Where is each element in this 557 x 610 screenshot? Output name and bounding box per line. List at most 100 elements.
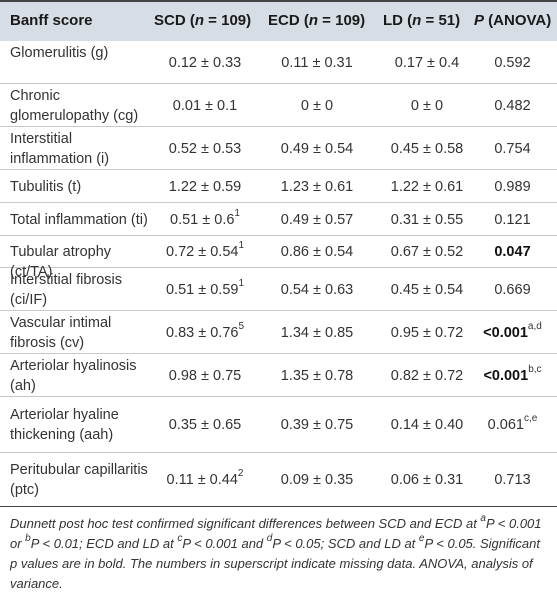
cell-scd: 0.01 ± 0.1 [150, 96, 260, 116]
table-row: Tubulitis (t) 1.22 ± 0.59 1.23 ± 0.61 1.22 … [0, 170, 557, 203]
row-label: Chronic glomerulopathy (cg) [10, 88, 139, 124]
cell-scd-value: 0.01 ± 0.1 [172, 98, 238, 114]
significance-superscript: b,c [528, 364, 542, 376]
table-row: Vascular intimal fibrosis (cv) 0.83 ± 0.7… [0, 311, 557, 354]
cell-scd-value: 0.12 ± 0.33 [168, 55, 242, 71]
row-label: Total inflammation (ti) [10, 212, 148, 228]
missing-data-superscript: 1 [238, 278, 245, 290]
table-row: Arteriolar hyaline thickening (aah) 0.35 … [0, 397, 557, 453]
missing-data-superscript: 1 [234, 208, 240, 220]
significance-superscript: c,e [523, 413, 538, 425]
row-label: Peritubular capillaritis (ptc) [10, 462, 148, 498]
cell-scd-value: 0.51 ± 0.6 [170, 212, 235, 228]
cell-scd-value: 0.72 ± 0.54 [165, 244, 239, 260]
cell-ld: 0 ± 0 [410, 98, 444, 114]
cell-scd: 0.98 ± 0.75 [150, 366, 260, 386]
table-row: Arteriolar hyalinosis (ah) 0.98 ± 0.75 1.3… [0, 354, 557, 397]
cell-scd-value: 0.35 ± 0.65 [168, 417, 242, 433]
row-label: Interstitial inflammation (i) [10, 131, 110, 167]
table-row: Tubular atrophy (ct/TA) 0.72 ± 0.541 0.86 … [0, 236, 557, 280]
p-value-text: 0.121 [494, 212, 531, 228]
cell-scd: 0.12 ± 0.33 [150, 53, 260, 73]
cell-scd-value: 0.98 ± 0.75 [168, 368, 242, 384]
row-label: Arteriolar hyaline thickening (aah) [10, 407, 119, 443]
cell-ld: 0.67 ± 0.52 [390, 244, 464, 260]
cell-p-value: 0.121 [468, 210, 557, 230]
cell-p-value: 0.482 [468, 96, 557, 116]
cell-ecd: 0.86 ± 0.54 [280, 244, 354, 260]
missing-data-superscript: 1 [238, 240, 245, 252]
cell-p-value: 0.713 [468, 470, 557, 490]
cell-ecd: 0.09 ± 0.35 [280, 472, 354, 488]
cell-scd: 0.83 ± 0.765 [150, 322, 260, 343]
cell-p-value: <0.001b,c [468, 364, 557, 386]
cell-ld: 0.31 ± 0.55 [390, 212, 464, 228]
cell-ecd: 1.23 ± 0.61 [280, 179, 354, 195]
header-p-anova: P (ANOVA) [474, 12, 552, 29]
cell-ecd: 0.11 ± 0.31 [281, 55, 353, 71]
cell-p-value: 0.669 [468, 280, 557, 300]
cell-p-value: 0.061c,e [468, 413, 557, 435]
header-ld: LD (n = 51) [383, 12, 461, 29]
row-label: Interstitial fibrosis (ci/IF) [10, 272, 123, 308]
cell-ld: 0.06 ± 0.31 [390, 472, 464, 488]
p-value-text: 0.061 [487, 417, 524, 433]
cell-scd-value: 0.83 ± 0.76 [165, 325, 239, 341]
p-value-text: 0.047 [494, 244, 531, 260]
row-label: Tubular atrophy (ct/TA) [10, 244, 112, 280]
cell-scd: 0.51 ± 0.61 [150, 208, 260, 230]
cell-ld: 0.14 ± 0.40 [390, 417, 464, 433]
p-value-text: 0.713 [494, 472, 531, 488]
cell-p-value: 0.047 [468, 242, 557, 262]
row-label: Tubulitis (t) [10, 179, 82, 195]
table-row: Chronic glomerulopathy (cg) 0.01 ± 0.1 0 ±… [0, 84, 557, 127]
table-row: Glomerulitis (g) 0.12 ± 0.33 0.11 ± 0.31 0.… [0, 41, 557, 84]
cell-ecd: 0 ± 0 [300, 98, 334, 114]
table-footnote: Dunnett post hoc test confirmed signific… [10, 512, 542, 591]
cell-scd: 0.11 ± 0.442 [150, 468, 260, 490]
cell-scd: 1.22 ± 0.59 [150, 177, 260, 197]
p-value-text: 0.989 [494, 179, 531, 195]
cell-scd: 0.72 ± 0.541 [150, 240, 260, 262]
cell-ecd: 0.49 ± 0.57 [280, 212, 354, 228]
cell-ecd: 0.49 ± 0.54 [280, 141, 354, 157]
cell-ld: 0.95 ± 0.72 [390, 325, 464, 341]
table-header: Banff score SCD (n = 109) ECD (n = 109) … [0, 0, 557, 41]
p-value-text: <0.001 [483, 325, 528, 341]
cell-p-value: <0.001a,d [468, 321, 557, 343]
cell-scd: 0.35 ± 0.65 [150, 415, 260, 435]
p-value-text: 0.592 [494, 55, 531, 71]
cell-ld: 0.82 ± 0.72 [390, 368, 464, 384]
cell-scd-value: 0.11 ± 0.44 [166, 472, 238, 488]
cell-ecd: 1.35 ± 0.78 [280, 368, 354, 384]
cell-scd: 0.52 ± 0.53 [150, 139, 260, 159]
table-row: Total inflammation (ti) 0.51 ± 0.61 0.49 ±… [0, 203, 557, 236]
row-label: Glomerulitis (g) [10, 45, 109, 61]
cell-scd-value: 1.22 ± 0.59 [168, 179, 242, 195]
header-scd: SCD (n = 109) [154, 12, 252, 29]
cell-scd: 0.51 ± 0.591 [150, 278, 260, 300]
header-ecd: ECD (n = 109) [268, 12, 366, 29]
row-label: Vascular intimal fibrosis (cv) [10, 315, 112, 351]
table-row: Interstitial inflammation (i) 0.52 ± 0.53… [0, 127, 557, 170]
missing-data-superscript: 2 [237, 468, 244, 480]
row-label: Arteriolar hyalinosis (ah) [10, 358, 137, 394]
cell-ld: 1.22 ± 0.61 [390, 179, 464, 195]
table-row: Peritubular capillaritis (ptc) 0.11 ± 0.4… [0, 453, 557, 507]
cell-p-value: 0.989 [468, 177, 557, 197]
table-row: Interstitial fibrosis (ci/IF) 0.51 ± 0.59… [0, 268, 557, 311]
p-value-text: <0.001 [483, 368, 529, 384]
cell-ecd: 0.39 ± 0.75 [280, 417, 354, 433]
cell-p-value: 0.754 [468, 139, 557, 159]
cell-scd-value: 0.51 ± 0.59 [165, 282, 239, 298]
p-value-text: 0.754 [494, 141, 531, 157]
cell-ld: 0.17 ± 0.4 [394, 55, 460, 71]
cell-ecd: 1.34 ± 0.85 [280, 325, 354, 341]
cell-ld: 0.45 ± 0.58 [390, 141, 464, 157]
p-value-text: 0.669 [494, 282, 531, 298]
p-value-text: 0.482 [494, 98, 531, 114]
cell-p-value: 0.592 [468, 53, 557, 73]
cell-ecd: 0.54 ± 0.63 [280, 282, 354, 298]
significance-superscript: a,d [527, 321, 542, 333]
